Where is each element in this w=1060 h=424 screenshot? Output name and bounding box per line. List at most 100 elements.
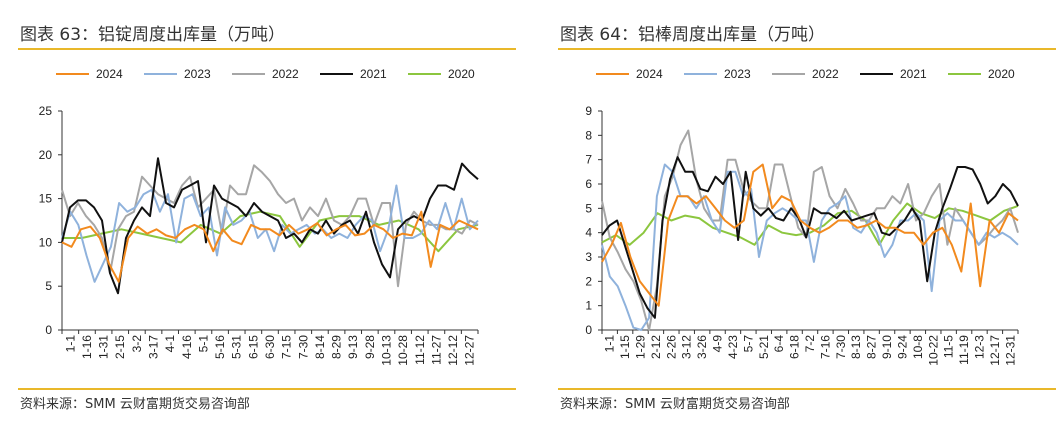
legend-label-2023: 2023 (184, 67, 211, 81)
x-tick-label: 8-29 (330, 335, 344, 359)
series-line-2023 (601, 163, 1019, 331)
source-divider (18, 388, 516, 390)
chart-panel-right: 图表 64：铝棒周度出库量（万吨） 2024 2023 2022 2021 2020 0 1… (540, 0, 1060, 424)
legend: 2024 2023 2022 2021 2020 (56, 67, 475, 81)
x-tick-label: 12-12 (446, 335, 460, 366)
x-tick-label: 4-23 (726, 335, 740, 359)
x-tick-label: 7-30 (296, 335, 310, 359)
legend-label-2020: 2020 (448, 67, 475, 81)
y-tick-label: 2 (585, 274, 592, 288)
x-tick-label: 1-16 (80, 335, 94, 359)
y-tick-label: 3 (585, 250, 592, 264)
x-tick-label: 2-26 (664, 335, 678, 359)
x-tick-label: 5-16 (213, 335, 227, 359)
y-tick-label: 1 (585, 299, 592, 313)
x-tick-label: 4-16 (180, 335, 194, 359)
legend: 2024 2023 2022 2021 2020 (596, 67, 1015, 81)
x-tick-label: 2-15 (113, 335, 127, 359)
chart-canvas: 2024 2023 2022 2021 2020 0 1 2 3 4 5 6 7 8 9 1-1 1-15 1-2… (585, 67, 1019, 366)
x-tick-label: 8-14 (313, 335, 327, 359)
source-text: 资料来源：SMM 云财富期货交易咨询部 (20, 397, 250, 412)
x-tick-label: 10-13 (379, 335, 393, 366)
series-line-2020 (62, 210, 479, 253)
legend-label-2024: 2024 (96, 67, 123, 81)
x-tick-label: 9-24 (895, 335, 909, 359)
y-tick-label: 25 (39, 104, 53, 118)
x-tick-label: 6-15 (246, 335, 260, 359)
x-tick-label: 8-27 (865, 335, 879, 359)
x-tick-label: 5-7 (741, 335, 755, 353)
x-tick-label: 1-1 (603, 335, 617, 353)
x-tick-label: 9-13 (346, 335, 360, 359)
legend-label-2022: 2022 (272, 67, 299, 81)
x-tick-label: 10-22 (926, 335, 940, 366)
x-tick-label: 12-27 (463, 335, 477, 366)
legend-label-2020: 2020 (988, 67, 1015, 81)
y-tick-label: 5 (585, 201, 592, 215)
source-text: 资料来源：SMM 云财富期货交易咨询部 (560, 397, 790, 412)
chart-title: 图表 63：铝锭周度出库量（万吨） (20, 25, 286, 45)
x-tick-label: 11-19 (957, 335, 971, 365)
chart-canvas: 2024 2023 2022 2021 2020 0 5 10 15 20 25 1-1 1-16 1-3… (39, 67, 479, 366)
x-tick-label: 11-5 (942, 335, 956, 358)
x-tick-label: 8-13 (849, 335, 863, 359)
x-tick-label: 1-15 (618, 335, 632, 359)
series-line-2022 (601, 129, 1019, 331)
x-tick-label: 3-17 (147, 335, 161, 359)
x-tick-label: 6-4 (772, 335, 786, 353)
x-tick-label: 3-26 (695, 335, 709, 359)
title-divider (18, 48, 516, 50)
y-tick-label: 20 (39, 148, 53, 162)
x-tick-label: 7-16 (818, 335, 832, 359)
y-tick-label: 8 (585, 128, 592, 142)
x-tick-label: 5-31 (230, 335, 244, 359)
y-tick-label: 4 (585, 226, 592, 240)
x-tick-label: 9-10 (880, 335, 894, 359)
x-tick-label: 7-15 (280, 335, 294, 359)
source-divider (558, 388, 1056, 390)
y-tick-label: 7 (585, 153, 592, 167)
x-tick-label: 4-9 (711, 335, 725, 353)
x-tick-label: 2-12 (649, 335, 663, 359)
x-tick-label: 1-31 (97, 335, 111, 359)
x-tick-label: 10-8 (911, 335, 925, 359)
y-tick-label: 9 (585, 104, 592, 118)
series-line-2021 (61, 157, 479, 295)
x-tick-label: 12-3 (972, 335, 986, 359)
x-tick-label: 5-21 (757, 335, 771, 359)
x-tick-label: 11-12 (413, 335, 427, 365)
x-tick-label: 11-27 (429, 335, 443, 365)
series-line-2024 (61, 210, 479, 283)
series-line-2023 (61, 184, 479, 283)
x-tick-label: 7-30 (834, 335, 848, 359)
x-tick-label: 4-1 (163, 335, 177, 353)
series-line-2021 (601, 156, 1019, 319)
legend-label-2021: 2021 (360, 67, 387, 81)
x-tick-label: 12-31 (1003, 335, 1017, 366)
x-tick-label: 7-2 (803, 335, 817, 353)
chart-title: 图表 64：铝棒周度出库量（万吨） (560, 25, 826, 45)
x-tick-label: 9-28 (363, 335, 377, 359)
x-tick-label: 1-29 (634, 335, 648, 359)
y-tick-label: 5 (45, 279, 52, 293)
legend-label-2023: 2023 (724, 67, 751, 81)
chart-panel-left: 图表 63：铝锭周度出库量（万吨） 2024 2023 2022 2021 2020 0 5… (0, 0, 520, 424)
series-line-2020 (601, 202, 1019, 246)
x-tick-label: 3-12 (680, 335, 694, 359)
x-tick-label: 12-17 (988, 335, 1002, 366)
y-tick-label: 0 (45, 323, 52, 337)
y-tick-label: 15 (39, 192, 53, 206)
y-tick-label: 10 (39, 235, 53, 249)
x-tick-label: 3-2 (130, 335, 144, 353)
x-tick-label: 6-18 (788, 335, 802, 359)
legend-label-2024: 2024 (636, 67, 663, 81)
title-divider (558, 48, 1056, 50)
x-tick-label: 10-28 (396, 335, 410, 366)
series-line-2022 (61, 164, 479, 288)
legend-label-2022: 2022 (812, 67, 839, 81)
x-tick-label: 5-1 (196, 335, 210, 353)
x-tick-label: 6-30 (263, 335, 277, 359)
y-tick-label: 6 (585, 177, 592, 191)
series-line-2024 (601, 163, 1019, 307)
legend-label-2021: 2021 (900, 67, 927, 81)
